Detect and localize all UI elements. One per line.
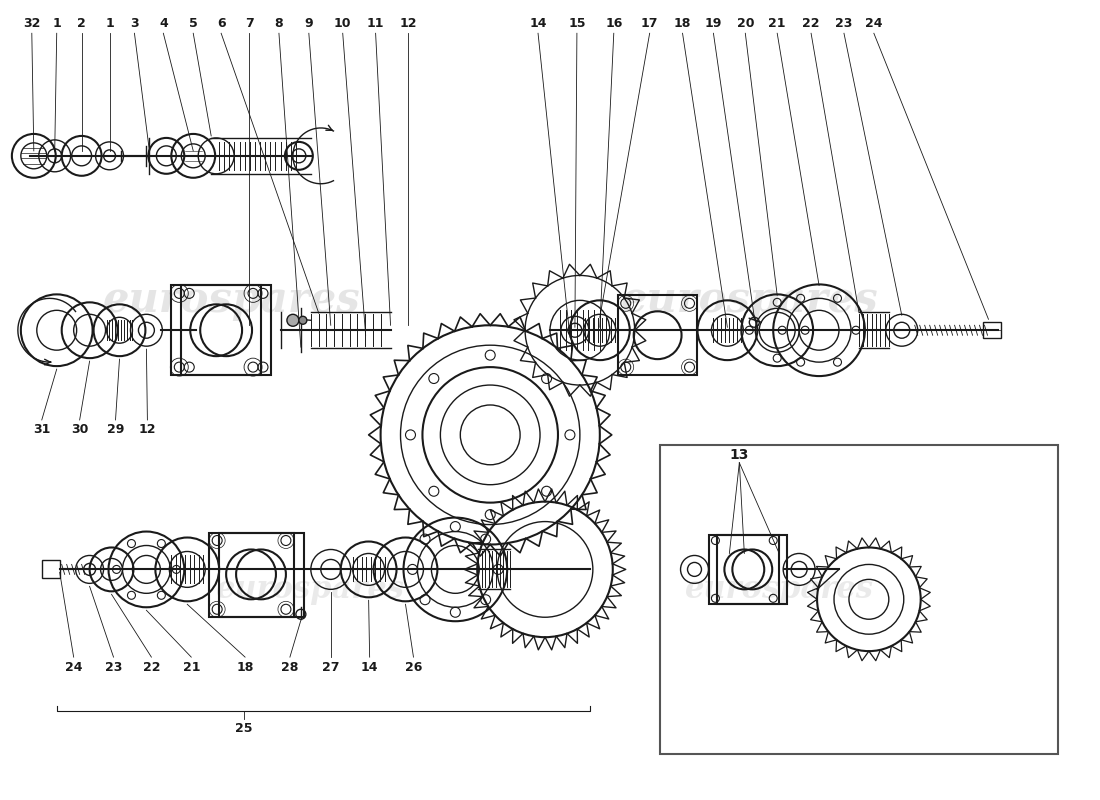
Text: 24: 24 [865, 17, 882, 30]
Text: 22: 22 [143, 661, 161, 674]
Text: eurospares: eurospares [217, 574, 405, 605]
Text: 14: 14 [529, 17, 547, 30]
Text: 2: 2 [77, 17, 86, 30]
Text: 10: 10 [334, 17, 352, 30]
Text: 12: 12 [399, 17, 417, 30]
Bar [182, 286, 271, 375]
Text: 23: 23 [104, 661, 122, 674]
Text: 17: 17 [641, 17, 659, 30]
Text: 28: 28 [282, 661, 298, 674]
Text: 18: 18 [674, 17, 691, 30]
Text: 21: 21 [183, 661, 200, 674]
Text: 19: 19 [705, 17, 722, 30]
Text: 29: 29 [107, 423, 124, 436]
Bar [209, 533, 294, 618]
Text: 21: 21 [769, 17, 786, 30]
Text: 25: 25 [235, 722, 253, 735]
Text: eurospares: eurospares [685, 574, 873, 605]
Text: 16: 16 [605, 17, 623, 30]
Text: 31: 31 [33, 423, 51, 436]
Text: 8: 8 [275, 17, 284, 30]
Text: eurospares: eurospares [620, 279, 878, 322]
Text: 11: 11 [367, 17, 384, 30]
Circle shape [287, 314, 299, 326]
Text: 30: 30 [72, 423, 88, 436]
Text: 15: 15 [569, 17, 585, 30]
Text: 13: 13 [729, 448, 749, 462]
Text: 26: 26 [405, 661, 422, 674]
Bar [660, 445, 1058, 754]
Text: 18: 18 [236, 661, 254, 674]
Text: 32: 32 [23, 17, 41, 30]
Bar [710, 534, 779, 604]
Bar [983, 322, 1001, 338]
Text: eurospares: eurospares [102, 279, 360, 322]
Text: 20: 20 [737, 17, 755, 30]
Bar [42, 561, 59, 578]
Text: 14: 14 [361, 661, 378, 674]
Text: 5: 5 [189, 17, 198, 30]
Text: 12: 12 [139, 423, 156, 436]
Text: 23: 23 [835, 17, 852, 30]
Text: 27: 27 [322, 661, 340, 674]
Text: 4: 4 [160, 17, 167, 30]
Text: 9: 9 [305, 17, 314, 30]
Bar [219, 533, 304, 618]
Text: 22: 22 [802, 17, 820, 30]
Text: 24: 24 [65, 661, 82, 674]
Text: 1: 1 [53, 17, 62, 30]
Text: 7: 7 [244, 17, 253, 30]
Circle shape [299, 316, 307, 324]
Text: 6: 6 [217, 17, 226, 30]
Text: 1: 1 [106, 17, 114, 30]
Bar [618, 295, 697, 375]
Bar [172, 286, 261, 375]
Text: 3: 3 [130, 17, 139, 30]
Bar [717, 534, 788, 604]
